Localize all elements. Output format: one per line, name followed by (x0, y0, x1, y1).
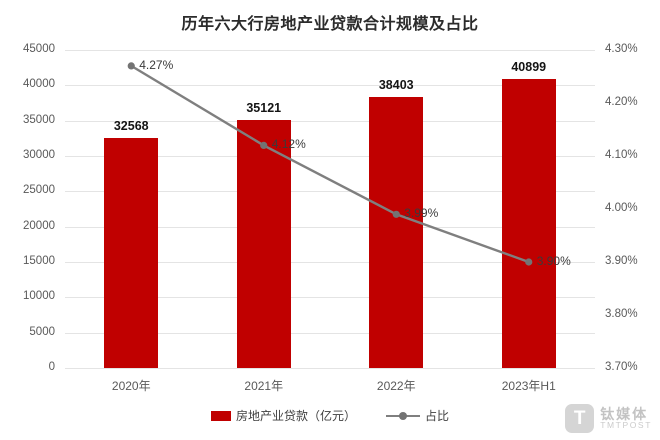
line-point-label: 4.12% (271, 137, 306, 152)
tmtpost-watermark: T 钛媒体 TMTPOST (565, 404, 652, 433)
bar-value-label: 32568 (113, 118, 149, 133)
line-point-label: 3.90% (536, 254, 571, 268)
line-point-label: 4.27% (139, 57, 174, 72)
y-axis-right-label: 4.00% (605, 202, 638, 214)
tmtpost-logo-letter: T (573, 407, 586, 429)
gridline (65, 368, 595, 369)
y-axis-left-label: 0 (48, 361, 55, 373)
gridline (65, 297, 595, 299)
legend-line-label: 占比 (425, 409, 450, 423)
y-axis-left-label: 15000 (23, 255, 55, 267)
watermark-subtitle: TMTPOST (600, 420, 652, 431)
x-axis-label: 2022年 (376, 379, 416, 393)
line-point-label: 3.99% (404, 206, 439, 221)
y-axis-left-label: 35000 (23, 113, 55, 126)
bar (236, 119, 291, 368)
line-series-marker-icon (386, 411, 420, 420)
y-axis-left-label: 5000 (29, 325, 55, 338)
chart-title: 历年六大行房地产业贷款合计规模及占比 (181, 16, 479, 33)
gridline (65, 50, 595, 51)
y-axis-right-label: 3.70% (605, 361, 638, 373)
line-point (127, 62, 135, 70)
bar-value-label: 35121 (246, 100, 282, 115)
y-axis-left-label: 45000 (23, 43, 55, 55)
y-axis-left-label: 40000 (23, 78, 55, 91)
y-axis-right-label: 4.20% (605, 96, 638, 108)
x-axis-label: 2021年 (244, 379, 284, 393)
bar (369, 96, 424, 368)
y-axis-left-label: 30000 (23, 149, 55, 161)
legend-item-bar-series: 房地产业贷款（亿元） (210, 407, 356, 424)
y-axis-left-label: 25000 (23, 184, 55, 197)
y-axis-right-label: 3.80% (605, 308, 638, 320)
gridline (65, 332, 595, 334)
bar-series-swatch-icon (210, 410, 231, 421)
tmtpost-logo-icon: T (565, 404, 595, 433)
bar (501, 78, 556, 368)
legend-item-line-series: 占比 (386, 407, 449, 424)
bar (104, 137, 159, 368)
y-axis-left-label: 10000 (23, 290, 55, 303)
y-axis-left-label: 20000 (23, 219, 55, 232)
x-axis-label: 2020年 (111, 379, 151, 393)
watermark-name: 钛媒体 (600, 405, 649, 422)
x-axis-label: 2023年H1 (501, 379, 556, 393)
bar-value-label: 40899 (511, 59, 547, 74)
trend-line (130, 64, 530, 264)
y-axis-right-label: 3.90% (605, 255, 638, 267)
line-marker-dot-icon (399, 411, 407, 420)
legend-bar-label: 房地产业贷款（亿元） (235, 409, 356, 423)
bar-value-label: 38403 (378, 77, 414, 92)
legend: 房地产业贷款（亿元） 占比 (0, 407, 660, 424)
y-axis-right-label: 4.30% (605, 43, 638, 55)
y-axis-right-label: 4.10% (605, 149, 638, 161)
